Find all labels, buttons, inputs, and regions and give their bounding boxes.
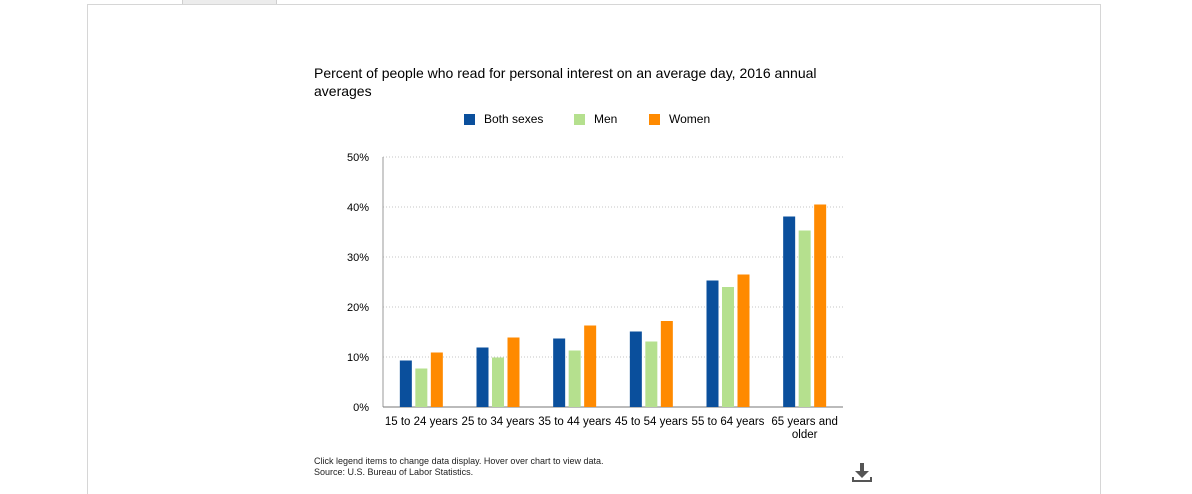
legend-label-women: Women (669, 112, 711, 126)
chart-panel (87, 4, 1101, 494)
footer-note: Click legend items to change data displa… (314, 456, 603, 478)
chart-source: Source: U.S. Bureau of Labor Statistics. (314, 467, 474, 477)
legend-swatch-men (574, 113, 585, 125)
legend-item-both-sexes[interactable]: Both sexes (464, 112, 543, 126)
legend-item-women[interactable]: Women (649, 112, 710, 126)
chart-legend: Both sexes Men Women (0, 112, 1192, 128)
download-button[interactable] (850, 460, 874, 484)
download-icon (852, 463, 872, 482)
chart-title: Percent of people who read for personal … (314, 65, 817, 99)
legend-item-men[interactable]: Men (574, 112, 617, 126)
legend-swatch-women (649, 113, 660, 125)
chart-instructions: Click legend items to change data displa… (314, 456, 604, 466)
legend-swatch-both-sexes (464, 113, 475, 125)
legend-label-both-sexes: Both sexes (484, 112, 544, 126)
legend-label-men: Men (594, 112, 618, 126)
